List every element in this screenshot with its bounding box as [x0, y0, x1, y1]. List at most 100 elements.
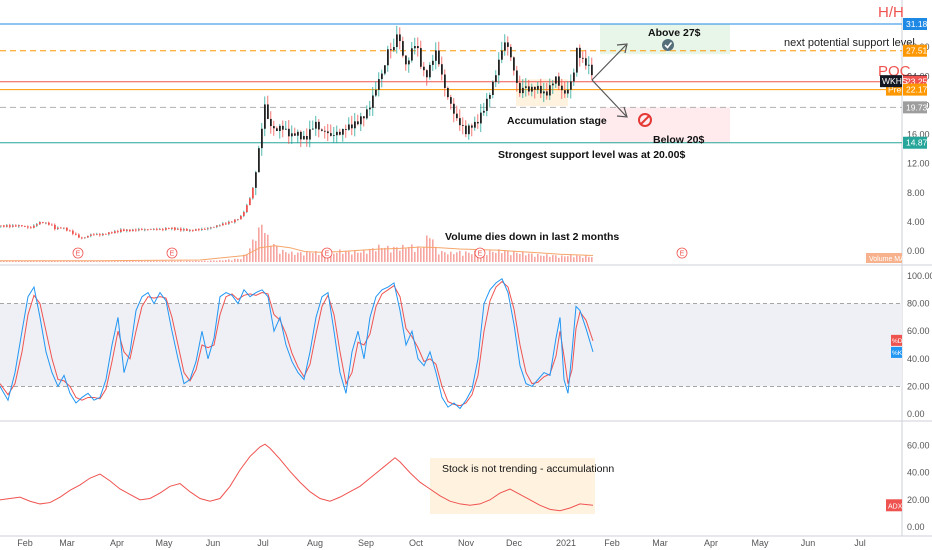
volume-bar: [465, 251, 467, 262]
volume-bar: [390, 252, 392, 262]
adx-annotation: Stock is not trending - accumulationn: [442, 463, 614, 475]
volume-bar: [21, 260, 23, 262]
volume-bar: [429, 238, 431, 262]
volume-bar: [345, 250, 347, 262]
volume-bar: [573, 257, 575, 262]
candle-body: [123, 229, 125, 231]
volume-bar: [75, 260, 77, 262]
volume-bar: [366, 253, 368, 262]
volume-bar: [321, 252, 323, 262]
time-tick-4: Jun: [206, 538, 221, 548]
stoch-k-line: [0, 278, 594, 410]
volume-bar: [9, 261, 11, 262]
candle-body: [60, 227, 62, 229]
candle-body: [99, 234, 101, 236]
candle-body: [264, 104, 266, 129]
volume-bar: [357, 252, 359, 262]
volume-bar: [246, 254, 248, 262]
stoch-tick-4: 20.00: [907, 381, 930, 391]
time-tick-13: Mar: [652, 538, 668, 548]
volume-bar: [93, 260, 95, 262]
above-27-label: Above 27$: [648, 27, 701, 39]
candle-body: [126, 229, 128, 231]
time-tick-0: Feb: [17, 538, 33, 548]
price-badge-label-6: 14.87: [906, 138, 928, 148]
volume-bar: [351, 254, 353, 262]
candle-body: [198, 229, 200, 231]
stoch-k-badge: [891, 346, 902, 358]
candle-body: [279, 125, 281, 132]
candle-body: [267, 104, 269, 119]
earnings-marker-label: E: [170, 251, 175, 258]
candle-body: [531, 86, 533, 92]
volume-bar: [399, 250, 401, 262]
candle-body: [228, 221, 230, 224]
volume-bar: [471, 254, 473, 262]
volume-bar: [135, 261, 137, 262]
volume-bar: [579, 255, 581, 262]
time-tick-3: May: [155, 538, 173, 548]
volume-bar: [567, 256, 569, 262]
volume-bar: [228, 259, 230, 262]
volume-bar: [3, 260, 5, 262]
volume-bar: [534, 256, 536, 262]
volume-bar: [123, 260, 125, 262]
volume-bar: [504, 250, 506, 262]
candle-body: [78, 234, 80, 238]
candle-body: [276, 128, 278, 132]
volume-bar: [591, 257, 593, 262]
earnings-marker-1[interactable]: [166, 247, 178, 259]
candle-body: [219, 225, 221, 227]
candle-body: [486, 98, 488, 111]
earnings-marker-3[interactable]: [474, 247, 486, 259]
volume-bar: [546, 254, 548, 262]
candle-body: [522, 87, 524, 94]
candle-body: [30, 227, 32, 229]
volume-ma-badge: [866, 253, 902, 263]
candle-body: [465, 125, 467, 135]
stoch-d-badge: [891, 334, 902, 346]
volume-bar: [447, 254, 449, 262]
volume-bar: [459, 250, 461, 262]
candle-body: [48, 222, 50, 225]
candle-body: [120, 229, 122, 232]
time-tick-10: Dec: [506, 538, 523, 548]
volume-bar: [414, 251, 416, 262]
candle-body: [192, 229, 194, 231]
volume-bar: [270, 245, 272, 262]
candle-body: [249, 198, 251, 206]
volume-bar: [66, 260, 68, 262]
volume-bar: [177, 260, 179, 262]
candle-body: [387, 49, 389, 66]
volume-bar: [204, 260, 206, 262]
candle-body: [15, 225, 17, 227]
stoch-d-badge-label: %D: [892, 338, 903, 345]
time-tick-17: Jul: [854, 538, 866, 548]
candle-body: [570, 81, 572, 90]
volume-bar: [489, 250, 491, 262]
annotations: Above 27$ Below 20$ Accumulation stage S…: [445, 4, 915, 243]
volume-bar: [114, 260, 116, 262]
volume-bar: [180, 260, 182, 262]
earnings-marker-2[interactable]: [321, 247, 333, 259]
candle-body: [324, 130, 326, 132]
candle-body: [165, 228, 167, 230]
price-tick-7: 0.00: [907, 246, 925, 256]
candle-body: [87, 235, 89, 238]
time-tick-16: Jun: [801, 538, 816, 548]
candle-body: [534, 86, 536, 90]
candle-body: [384, 65, 386, 74]
candle-body: [138, 229, 140, 231]
volume-bar: [543, 255, 545, 262]
volume-bar: [210, 260, 212, 262]
candle-body: [246, 205, 248, 213]
candle-body: [504, 42, 506, 51]
volume-ma-line: [0, 245, 594, 262]
earnings-marker-4[interactable]: [676, 247, 688, 259]
earnings-marker-0[interactable]: [72, 247, 84, 259]
volume-bar: [273, 243, 275, 262]
time-tick-6: Aug: [307, 538, 323, 548]
adx-tick-0: 60.00: [907, 441, 930, 451]
volume-bar: [507, 250, 509, 262]
volume-bar: [408, 246, 410, 262]
